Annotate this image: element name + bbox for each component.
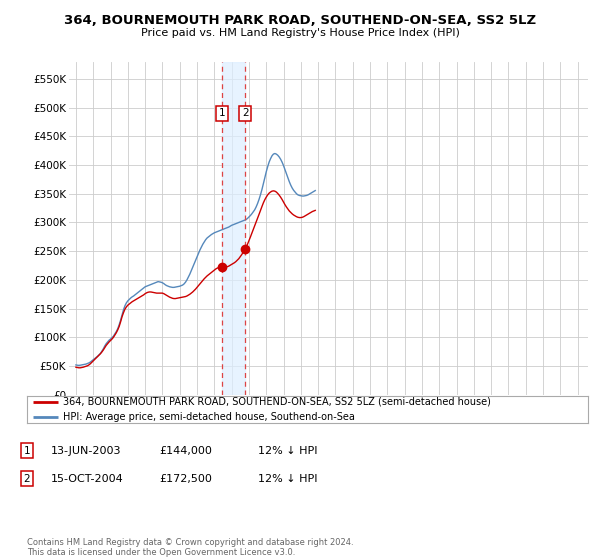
Text: 364, BOURNEMOUTH PARK ROAD, SOUTHEND-ON-SEA, SS2 5LZ (semi-detached house): 364, BOURNEMOUTH PARK ROAD, SOUTHEND-ON-… xyxy=(64,397,491,407)
Text: Price paid vs. HM Land Registry's House Price Index (HPI): Price paid vs. HM Land Registry's House … xyxy=(140,28,460,38)
Text: 12% ↓ HPI: 12% ↓ HPI xyxy=(258,474,317,484)
Text: 13-JUN-2003: 13-JUN-2003 xyxy=(51,446,121,456)
Text: 1: 1 xyxy=(219,108,226,118)
Bar xyxy=(222,62,245,395)
Text: 12% ↓ HPI: 12% ↓ HPI xyxy=(258,446,317,456)
Text: 15-OCT-2004: 15-OCT-2004 xyxy=(51,474,124,484)
Text: £172,500: £172,500 xyxy=(159,474,212,484)
Text: £144,000: £144,000 xyxy=(159,446,212,456)
Text: 1: 1 xyxy=(23,446,31,456)
Text: HPI: Average price, semi-detached house, Southend-on-Sea: HPI: Average price, semi-detached house,… xyxy=(64,412,355,422)
Text: Contains HM Land Registry data © Crown copyright and database right 2024.
This d: Contains HM Land Registry data © Crown c… xyxy=(27,538,353,557)
Text: 2: 2 xyxy=(23,474,31,484)
Text: 364, BOURNEMOUTH PARK ROAD, SOUTHEND-ON-SEA, SS2 5LZ: 364, BOURNEMOUTH PARK ROAD, SOUTHEND-ON-… xyxy=(64,14,536,27)
Text: 2: 2 xyxy=(242,108,248,118)
